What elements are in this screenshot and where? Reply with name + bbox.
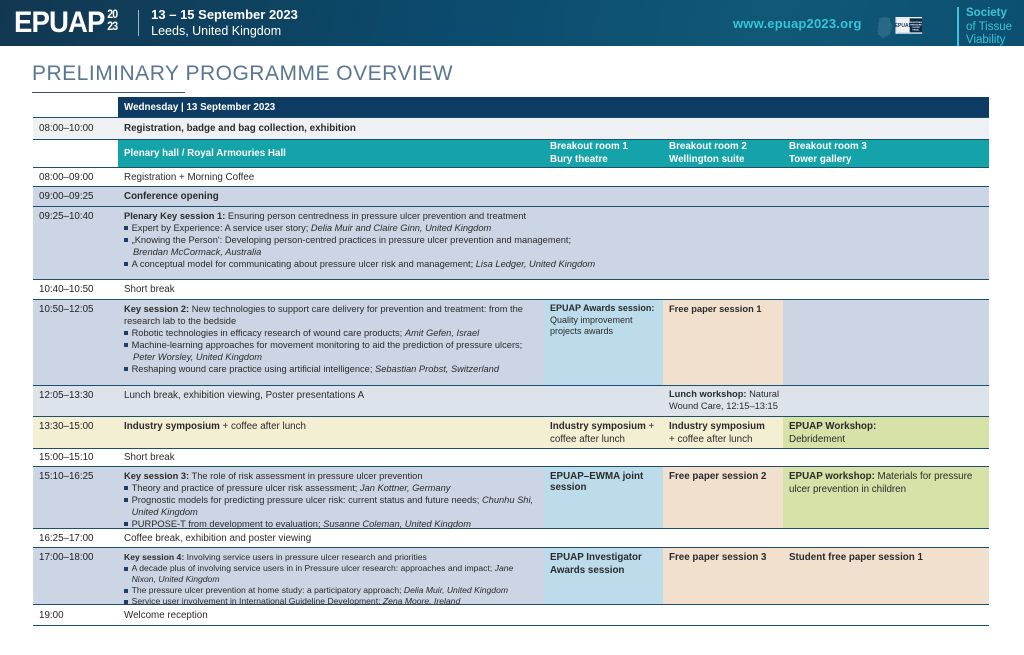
svg-text:PANEL: PANEL bbox=[913, 28, 921, 31]
